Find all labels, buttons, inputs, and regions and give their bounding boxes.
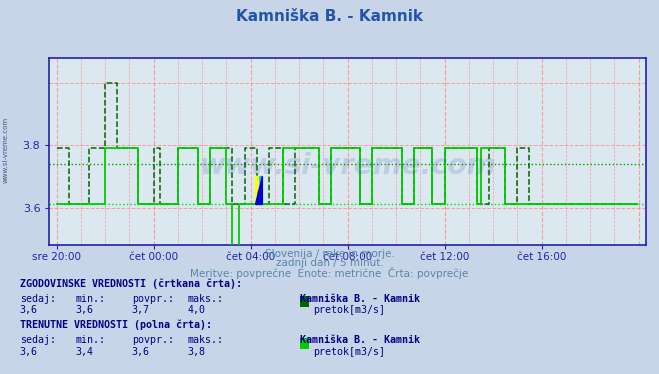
Text: 4,0: 4,0 [188, 305, 206, 315]
Text: 3,6: 3,6 [132, 347, 150, 357]
Text: pretok[m3/s]: pretok[m3/s] [313, 347, 385, 357]
Text: 3,6: 3,6 [20, 347, 38, 357]
Text: sedaj:: sedaj: [20, 294, 56, 304]
Polygon shape [256, 177, 259, 205]
Polygon shape [259, 177, 262, 205]
Text: 3,4: 3,4 [76, 347, 94, 357]
Text: povpr.:: povpr.: [132, 335, 174, 345]
Text: 3,6: 3,6 [76, 305, 94, 315]
Text: Kamniška B. - Kamnik: Kamniška B. - Kamnik [236, 9, 423, 24]
Text: www.si-vreme.com: www.si-vreme.com [2, 117, 9, 183]
Text: Kamniška B. - Kamnik: Kamniška B. - Kamnik [300, 335, 420, 345]
Text: zadnji dan / 5 minut.: zadnji dan / 5 minut. [275, 258, 384, 268]
Text: www.si-vreme.com: www.si-vreme.com [200, 153, 496, 180]
Text: TRENUTNE VREDNOSTI (polna črta):: TRENUTNE VREDNOSTI (polna črta): [20, 320, 212, 330]
Text: min.:: min.: [76, 335, 106, 345]
Text: sedaj:: sedaj: [20, 335, 56, 345]
Text: maks.:: maks.: [188, 335, 224, 345]
Text: Kamniška B. - Kamnik: Kamniška B. - Kamnik [300, 294, 420, 304]
Text: 3,8: 3,8 [188, 347, 206, 357]
Text: 3,6: 3,6 [20, 305, 38, 315]
Text: 3,7: 3,7 [132, 305, 150, 315]
Text: ZGODOVINSKE VREDNOSTI (črtkana črta):: ZGODOVINSKE VREDNOSTI (črtkana črta): [20, 279, 242, 289]
Text: pretok[m3/s]: pretok[m3/s] [313, 305, 385, 315]
Text: Meritve: povprečne  Enote: metrične  Črta: povprečje: Meritve: povprečne Enote: metrične Črta:… [190, 267, 469, 279]
Polygon shape [256, 177, 262, 205]
Text: min.:: min.: [76, 294, 106, 304]
Text: maks.:: maks.: [188, 294, 224, 304]
Text: Slovenija / reke in morje.: Slovenija / reke in morje. [264, 249, 395, 259]
Text: povpr.:: povpr.: [132, 294, 174, 304]
